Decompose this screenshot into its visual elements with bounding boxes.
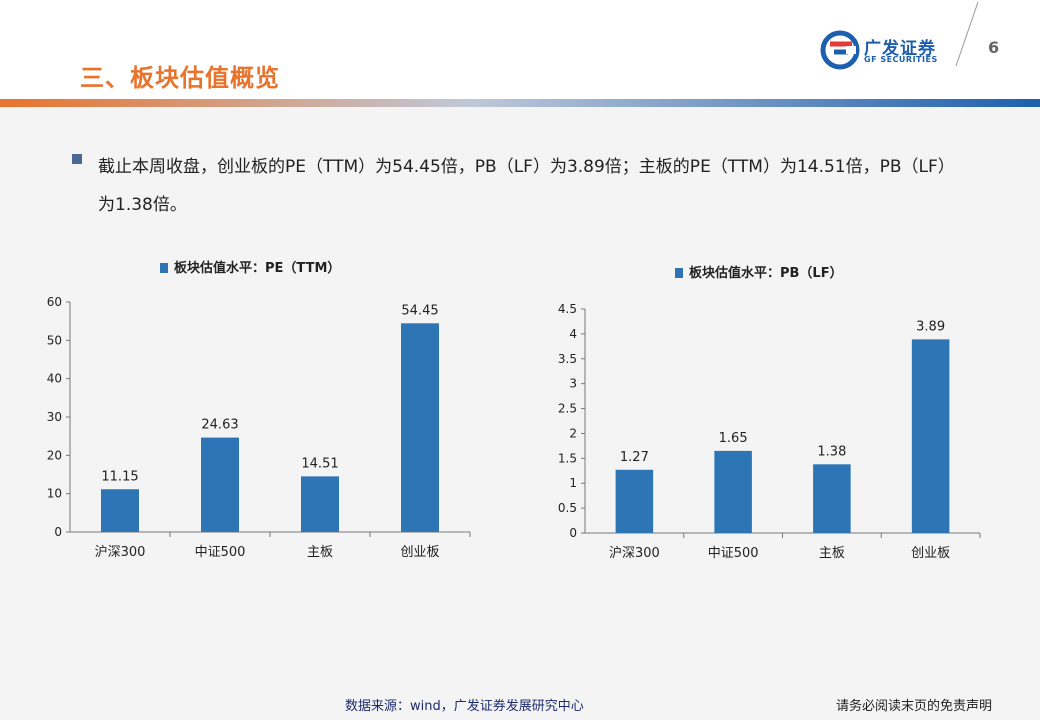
legend-label: 板块估值水平：PB（LF） [689,265,843,281]
y-tick-label: 1.5 [558,451,577,465]
y-tick-label: 3.5 [558,352,577,366]
logo-text-en: GF SECURITIES [864,55,938,64]
bar-value-label: 1.65 [719,431,748,446]
brand-logo: 广发证券 GF SECURITIES [820,30,950,70]
disclaimer-text: 请务必阅读末页的免责声明 [836,699,993,714]
y-tick-label: 1 [569,476,577,490]
bar-3 [301,476,339,532]
bar-value-label: 11.15 [101,469,138,484]
bar-value-label: 1.38 [817,444,846,459]
bar-2 [714,450,752,533]
bar-value-label: 24.63 [201,418,238,433]
y-tick-label: 10 [47,487,62,501]
y-tick-label: 20 [47,448,62,462]
y-tick-label: 40 [47,372,62,386]
y-tick-label: 50 [47,333,62,347]
y-tick-label: 0.5 [558,501,577,515]
x-category-label: 中证500 [708,546,759,561]
x-category-label: 沪深300 [95,544,146,560]
x-category-label: 创业板 [911,546,950,561]
bar-4 [911,339,950,533]
y-tick-label: 30 [47,410,62,424]
legend-label: 板块估值水平：PE（TTM） [174,260,340,276]
data-source: 数据来源：wind，广发证券发展研究中心 [345,699,584,714]
x-category-label: 主板 [819,546,845,561]
y-tick-label: 0 [54,525,62,539]
y-tick-label: 3 [569,377,577,391]
legend-swatch [160,263,168,273]
bar-1 [101,489,139,532]
header-divider [955,1,979,67]
y-tick-label: 60 [47,295,62,309]
logo-text-cn: 广发证券 [864,39,936,59]
bar-value-label: 14.51 [301,456,338,471]
bar-value-label: 1.27 [620,450,649,465]
bullet-marker [72,154,82,164]
bar-value-label: 54.45 [401,303,438,318]
y-tick-label: 2 [569,426,577,440]
bar-4 [401,323,439,532]
x-category-label: 主板 [307,545,333,560]
bar-2 [201,437,239,532]
y-tick-label: 0 [569,526,577,540]
x-category-label: 沪深300 [609,545,660,561]
bar-1 [615,469,654,533]
page-number: 6 [988,38,1000,57]
y-tick-label: 4 [569,327,577,341]
pe-chart: 板块估值水平：PE（TTM） 0 10 20 30 40 50 60 11.15 沪深300 24.… [47,260,471,560]
legend-swatch [675,268,683,278]
y-tick-label: 4.5 [558,302,577,316]
slide-header: 三、板块估值概览 广发证券 GF SECURITIES 6 [0,0,1040,100]
bar-3 [813,464,851,533]
x-category-label: 中证500 [195,545,246,560]
bar-value-label: 3.89 [916,319,945,334]
y-tick-label: 2.5 [558,402,577,416]
page-title: 三、板块估值概览 [80,63,280,92]
header-color-band [0,99,1040,107]
pb-chart: 板块估值水平：PB（LF） 0 0.5 1 1.5 2 2.5 3 3.5 4 4.5 1.27 沪深3… [558,265,981,561]
logo-icon [820,30,860,70]
x-category-label: 创业板 [400,545,439,560]
summary-text: 截止本周收盘，创业板的PE（TTM）为54.45倍，PB（LF）为3.89倍；主… [98,157,955,215]
